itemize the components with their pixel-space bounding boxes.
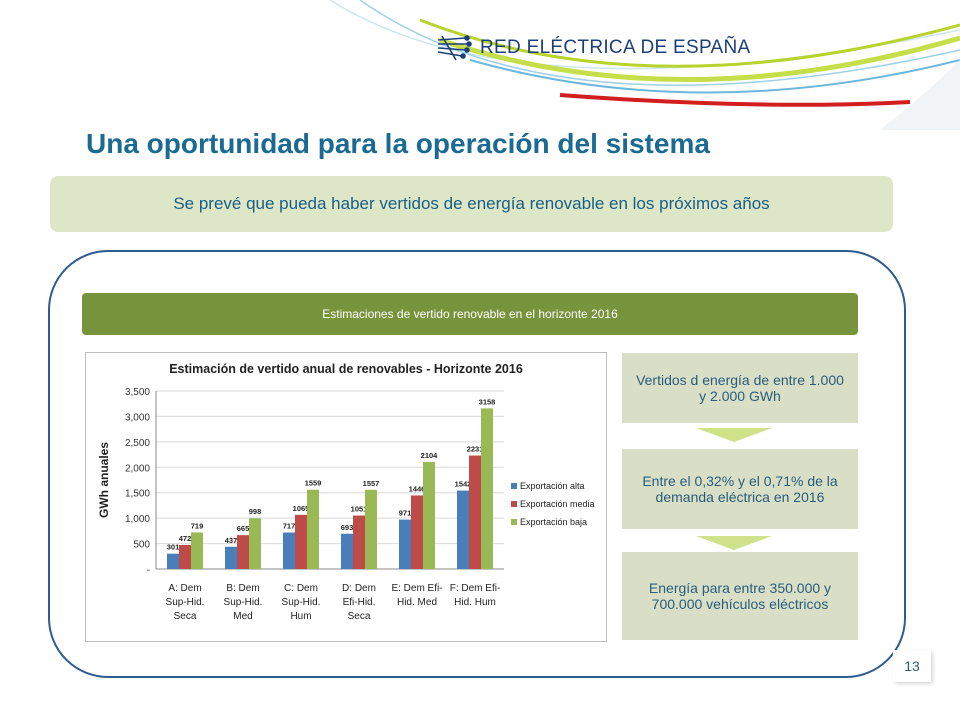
y-tick-label: 2,000 <box>125 463 150 474</box>
y-tick-label: 2,500 <box>125 438 150 449</box>
data-label: 3158 <box>479 397 496 406</box>
bar <box>179 544 191 569</box>
data-label: 1542 <box>455 480 472 489</box>
data-label: 998 <box>249 507 262 516</box>
category-label: Seca <box>348 611 371 622</box>
chart-panel: Estimación de vertido anual de renovable… <box>85 352 607 642</box>
category-label: Sup-Hid. <box>166 597 205 608</box>
category-label: Hid. Hum <box>454 597 496 608</box>
bar <box>225 546 237 569</box>
bar <box>167 553 179 569</box>
category-label: Med <box>233 611 252 622</box>
category-label: D: Dem <box>342 583 376 594</box>
page-number-label: 13 <box>904 658 920 674</box>
section-header: Estimaciones de vertido renovable en el … <box>82 293 858 335</box>
section-header-label: Estimaciones de vertido renovable en el … <box>322 307 618 321</box>
data-label: 719 <box>191 521 204 530</box>
bar <box>237 535 249 569</box>
data-label: 1557 <box>363 479 380 488</box>
category-label: Sup-Hid. <box>224 597 263 608</box>
info-box-1-text: Vertidos d energía de entre 1.000 y 2.00… <box>636 372 844 404</box>
info-box-2-text: Entre el 0,32% y el 0,71% de la demanda … <box>642 473 838 505</box>
y-tick-label: 500 <box>133 540 150 551</box>
y-tick-label: 1,500 <box>125 489 150 500</box>
down-arrow-icon <box>696 536 772 550</box>
subtitle-banner: Se prevé que pueda haber vertidos de ene… <box>50 176 893 232</box>
data-label: 971 <box>399 509 412 518</box>
category-label: C: Dem <box>284 583 318 594</box>
data-label: 472 <box>179 534 192 543</box>
data-label: 437 <box>225 536 238 545</box>
bar <box>411 495 423 569</box>
legend-swatch <box>511 519 517 525</box>
info-box-1: Vertidos d energía de entre 1.000 y 2.00… <box>622 353 858 423</box>
y-axis-label: GWh anuales <box>97 442 111 518</box>
category-label: Efi-Hid. <box>343 597 376 608</box>
category-label: A: Dem <box>168 583 201 594</box>
info-box-2: Entre el 0,32% y el 0,71% de la demanda … <box>622 449 858 529</box>
y-tick-label: 3,500 <box>125 387 150 398</box>
legend-label: Exportación media <box>520 499 595 509</box>
legend-swatch <box>511 483 517 489</box>
data-label: 1446 <box>409 484 426 493</box>
bar <box>295 514 307 569</box>
data-label: 301 <box>167 543 180 552</box>
bar <box>457 490 469 569</box>
bar <box>399 519 411 569</box>
brand-logo: RED ELÉCTRICA DE ESPAÑA <box>436 28 751 68</box>
bar <box>423 461 435 569</box>
info-box-3: Energía para entre 350.000 y 700.000 veh… <box>622 552 858 640</box>
bar <box>341 533 353 569</box>
y-tick-label: 3,000 <box>125 412 150 423</box>
bar <box>249 518 261 569</box>
data-label: 693 <box>341 523 354 532</box>
bar <box>283 532 295 569</box>
bar <box>365 489 377 569</box>
legend-label: Exportación baja <box>520 517 587 527</box>
brand-name: RED ELÉCTRICA DE ESPAÑA <box>480 37 751 58</box>
category-label: F: Dem Efi- <box>450 583 501 594</box>
category-label: E: Dem Efi- <box>391 583 442 594</box>
header-decoration <box>329 0 960 130</box>
bar <box>307 489 319 569</box>
slide-subtitle: Se prevé que pueda haber vertidos de ene… <box>173 194 770 213</box>
data-label: 2104 <box>421 451 439 460</box>
y-tick-label: - <box>147 565 150 576</box>
data-label: 1065 <box>293 504 310 513</box>
content-frame <box>48 250 906 678</box>
info-box-3-text: Energía para entre 350.000 y 700.000 veh… <box>648 580 832 612</box>
category-label: B: Dem <box>226 583 259 594</box>
legend-swatch <box>511 501 517 507</box>
down-arrow-icon <box>696 428 772 442</box>
legend-label: Exportación alta <box>520 481 585 491</box>
page-number: 13 <box>893 650 931 682</box>
data-label: 665 <box>237 524 250 533</box>
category-label: Seca <box>174 611 197 622</box>
category-label: Sup-Hid. <box>282 597 321 608</box>
bar <box>469 455 481 569</box>
bar <box>353 515 365 569</box>
data-label: 1559 <box>305 479 322 488</box>
red-electrica-logo-icon <box>437 35 472 61</box>
category-label: Hid. Med <box>397 597 437 608</box>
bar-chart: Estimación de vertido anual de renovable… <box>97 362 595 622</box>
bar <box>481 408 493 569</box>
category-label: Hum <box>290 611 311 622</box>
chart-title: Estimación de vertido anual de renovable… <box>169 362 523 376</box>
data-label: 1051 <box>351 505 368 514</box>
slide-title: Una oportunidad para la operación del si… <box>86 128 710 159</box>
data-label: 717 <box>283 522 296 531</box>
y-tick-label: 1,000 <box>125 514 150 525</box>
data-label: 2231 <box>467 445 484 454</box>
bar <box>191 532 203 569</box>
